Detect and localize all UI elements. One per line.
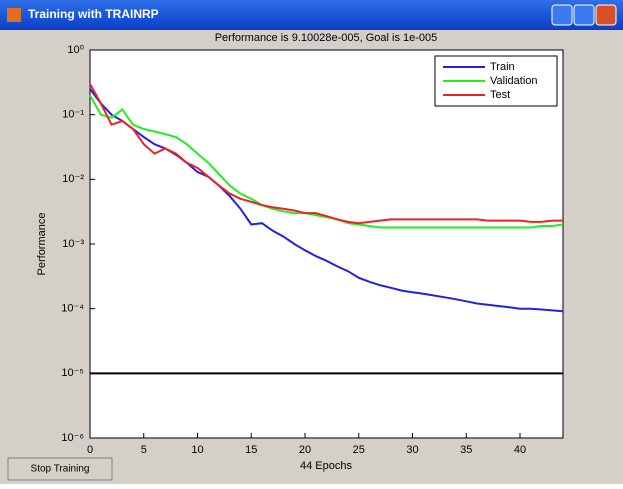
- x-tick-label: 10: [191, 444, 203, 456]
- legend-label: Train: [490, 61, 515, 73]
- x-tick-label: 25: [353, 444, 365, 456]
- y-axis-label: Performance: [36, 213, 48, 276]
- x-tick-label: 5: [141, 444, 147, 456]
- x-tick-label: 15: [245, 444, 257, 456]
- y-tick-label: 10⁻³: [62, 238, 84, 250]
- x-tick-label: 20: [299, 444, 311, 456]
- y-tick-label: 10⁻¹: [62, 109, 84, 121]
- x-tick-label: 30: [406, 444, 418, 456]
- minimize-button[interactable]: [552, 5, 572, 25]
- x-tick-label: 40: [514, 444, 526, 456]
- y-tick-label: 10⁻⁴: [61, 303, 84, 315]
- app-icon: [7, 8, 21, 22]
- y-tick-label: 10⁰: [67, 44, 84, 56]
- y-tick-label: 10⁻⁶: [61, 432, 84, 444]
- y-tick-label: 10⁻⁵: [61, 367, 84, 379]
- legend-label: Test: [490, 89, 510, 101]
- window: Training with TRAINRP Performance is 9.1…: [0, 0, 623, 484]
- stop-training-label: Stop Training: [31, 464, 90, 475]
- legend-label: Validation: [490, 75, 538, 87]
- maximize-button[interactable]: [574, 5, 594, 25]
- x-tick-label: 35: [460, 444, 472, 456]
- x-axis-label: 44 Epochs: [300, 460, 352, 472]
- chart-title: Performance is 9.10028e-005, Goal is 1e-…: [215, 32, 438, 44]
- y-tick-label: 10⁻²: [62, 173, 84, 185]
- window-title: Training with TRAINRP: [28, 7, 159, 21]
- x-tick-label: 0: [87, 444, 93, 456]
- close-button[interactable]: [596, 5, 616, 25]
- plot-area: [90, 50, 563, 438]
